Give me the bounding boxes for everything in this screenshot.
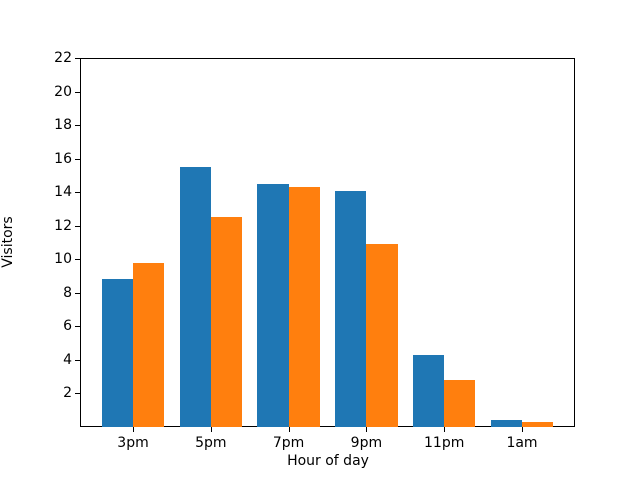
y-tick-label: 16: [54, 150, 72, 167]
bar-series-blue-9pm: [335, 190, 367, 427]
x-tick-label: 11pm: [424, 435, 465, 451]
y-axis-title: Visitors: [0, 216, 16, 268]
y-tick-mark: [75, 292, 80, 294]
y-tick-mark: [75, 326, 80, 328]
x-tick-mark: [133, 427, 134, 432]
bar-series-orange-7pm: [288, 187, 320, 427]
y-tick-label: 22: [54, 50, 72, 66]
x-tick-mark: [522, 427, 523, 432]
y-tick-mark: [75, 225, 80, 227]
x-tick-label: 5pm: [195, 435, 227, 451]
bar-series-orange-3pm: [133, 262, 165, 427]
bar-series-blue-11pm: [413, 354, 445, 427]
y-tick-mark: [75, 359, 80, 361]
y-tick-label: 8: [63, 284, 72, 301]
y-tick-label: 18: [54, 117, 72, 134]
y-tick-mark: [75, 125, 80, 127]
x-tick-label: 7pm: [272, 435, 305, 451]
y-tick-label: 2: [63, 385, 72, 402]
x-tick-label: 9pm: [350, 435, 383, 451]
x-tick-label: 3pm: [117, 435, 149, 451]
x-tick-mark: [288, 427, 290, 432]
bar-series-blue-1am: [490, 420, 522, 427]
y-tick-mark: [75, 259, 80, 261]
y-tick-mark: [75, 393, 80, 395]
bar-series-orange-11pm: [444, 380, 476, 427]
x-tick-mark: [210, 427, 212, 432]
y-tick-label: 10: [54, 251, 72, 268]
bar-series-blue-5pm: [179, 167, 211, 427]
bar-series-orange-1am: [522, 421, 554, 427]
bar-series-blue-3pm: [101, 279, 133, 427]
y-tick-label: 6: [63, 318, 72, 335]
y-tick-mark: [75, 192, 80, 194]
x-tick-mark: [444, 427, 446, 432]
y-tick-label: 14: [54, 184, 72, 201]
bar-series-blue-7pm: [257, 183, 289, 427]
bar-series-orange-9pm: [366, 244, 398, 427]
y-tick-mark: [75, 158, 80, 160]
y-tick-mark: [75, 91, 80, 93]
y-tick-label: 12: [54, 217, 72, 234]
x-tick-label: 1am: [506, 435, 538, 451]
y-tick-label: 20: [54, 83, 72, 100]
x-tick-mark: [366, 427, 368, 432]
bar-series-orange-5pm: [210, 217, 242, 427]
x-axis-title: Hour of day: [287, 453, 369, 469]
y-tick-label: 4: [63, 351, 72, 368]
y-tick-mark: [75, 58, 80, 59]
